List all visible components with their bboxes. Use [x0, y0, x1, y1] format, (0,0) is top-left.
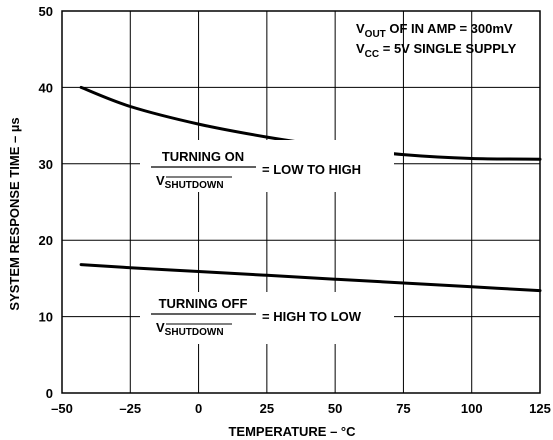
annotation-turning-on-denominator: VSHUTDOWN — [156, 173, 224, 191]
x-tick-label: –25 — [119, 401, 141, 416]
y-tick-label: 30 — [39, 157, 53, 172]
y-tick-label: 40 — [39, 80, 53, 95]
y-axis-title: SYSTEM RESPONSE TIME – µs — [7, 117, 22, 310]
y-tick-label: 10 — [39, 310, 53, 325]
x-tick-label: 0 — [195, 401, 202, 416]
annotation-turning-off: TURNING OFF VSHUTDOWN = HIGH TO LOW — [140, 292, 394, 344]
annotation-turning-off-denominator: VSHUTDOWN — [156, 320, 224, 338]
x-tick-label: 75 — [396, 401, 410, 416]
annotation-turning-on: TURNING ON VSHUTDOWN = LOW TO HIGH — [140, 140, 394, 192]
condition-vcc: VCC = 5V SINGLE SUPPLY — [356, 41, 517, 60]
annotation-turning-off-numerator: TURNING OFF — [159, 296, 248, 311]
x-tick-label: 50 — [328, 401, 342, 416]
turning-off-curve — [79, 263, 542, 293]
y-tick-label: 20 — [39, 233, 53, 248]
x-tick-label: 25 — [260, 401, 274, 416]
y-tick-label: 0 — [46, 386, 53, 401]
x-tick-label: 125 — [529, 401, 551, 416]
x-tick-labels: –50 –25 0 25 50 75 100 125 — [51, 401, 551, 416]
conditions-note: VOUT OF IN AMP = 300mV VCC = 5V SINGLE S… — [356, 21, 517, 60]
condition-vout: VOUT OF IN AMP = 300mV — [356, 21, 513, 40]
y-tick-labels: 0 10 20 30 40 50 — [39, 4, 53, 401]
annotation-turning-on-equals: = LOW TO HIGH — [262, 162, 361, 177]
annotation-turning-on-numerator: TURNING ON — [162, 149, 244, 164]
x-tick-label: 100 — [461, 401, 483, 416]
plot-frame — [61, 10, 541, 394]
annotation-turning-on-background — [140, 140, 394, 192]
x-tick-label: –50 — [51, 401, 73, 416]
annotation-turning-off-background — [140, 292, 394, 344]
annotation-turning-off-equals: = HIGH TO LOW — [262, 309, 362, 324]
y-tick-label: 50 — [39, 4, 53, 19]
x-axis-title: TEMPERATURE – °C — [228, 424, 356, 439]
